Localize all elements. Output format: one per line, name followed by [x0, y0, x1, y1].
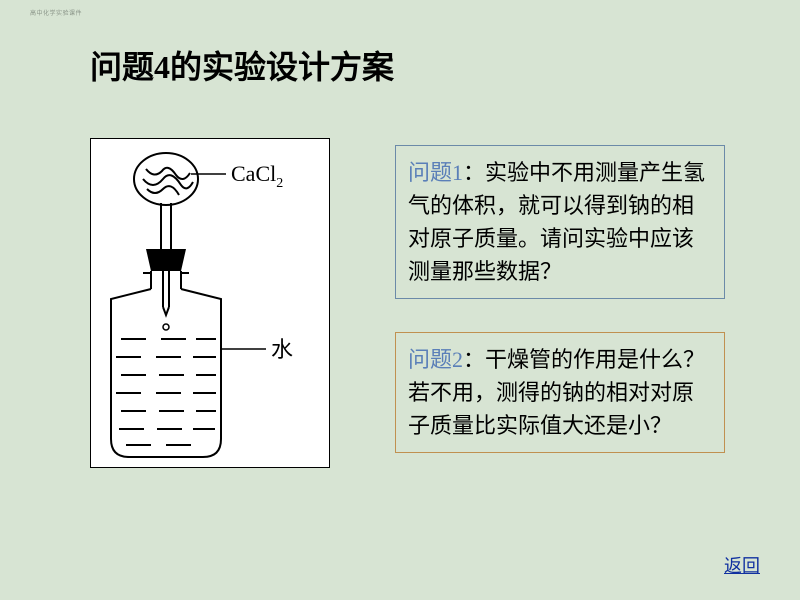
apparatus-diagram: CaCl2 水 [90, 138, 330, 468]
question-1-box: 问题1：实验中不用测量产生氢气的体积，就可以得到钠的相对原子质量。请问实验中应该… [395, 145, 725, 299]
cacl2-sub: 2 [276, 176, 283, 191]
page-title: 问题4的实验设计方案 [90, 42, 394, 88]
question-2-label: 问题2 [408, 347, 463, 372]
question-2-box: 问题2：干燥管的作用是什么？若不用，测得的钠的相对对原子质量比实际值大还是小？ [395, 332, 725, 453]
water-label: 水 [271, 337, 293, 362]
tiny-header-text: 高中化学实验课件 [30, 8, 82, 17]
svg-text:CaCl2: CaCl2 [231, 161, 283, 191]
cacl2-label: CaCl [231, 161, 276, 186]
question-1-label: 问题1 [408, 160, 463, 185]
return-link[interactable]: 返回 [724, 552, 760, 578]
apparatus-svg: CaCl2 水 [91, 139, 331, 469]
